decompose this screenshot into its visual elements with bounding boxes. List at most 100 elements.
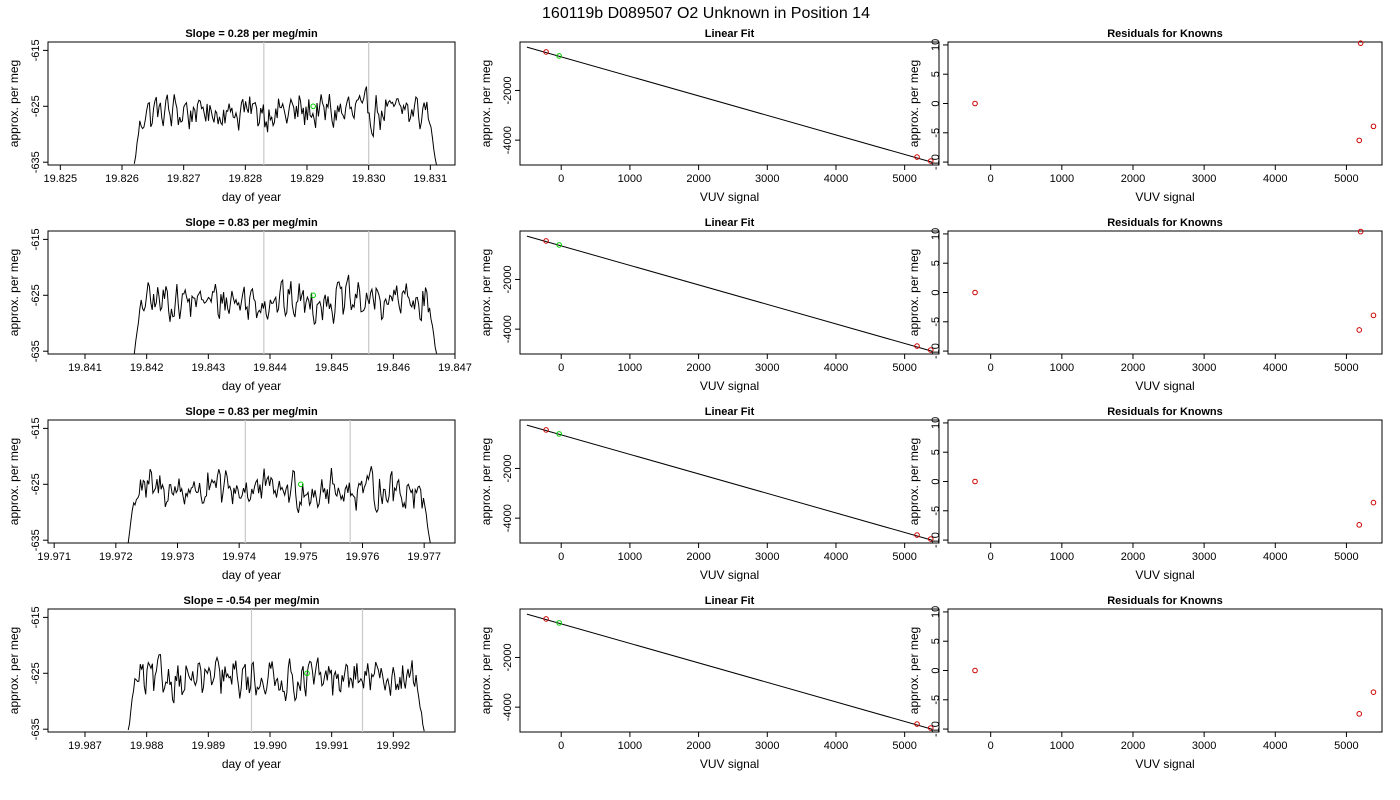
y-tick-label: -615 bbox=[30, 606, 42, 628]
y-axis-label: approx. per meg bbox=[7, 60, 21, 147]
signal-trace bbox=[133, 86, 437, 166]
y-tick-label: -615 bbox=[30, 39, 42, 61]
known-point bbox=[927, 725, 934, 731]
y-axis-label: approx. per meg bbox=[7, 627, 21, 714]
x-tick-label: 3000 bbox=[755, 551, 779, 563]
panel-title: Linear Fit bbox=[705, 406, 755, 418]
panel-residuals-3: Residuals for Knowns 0 1000 2000 3000 4000 500… bbox=[907, 595, 1383, 771]
panel-title: Slope = 0.83 per meg/min bbox=[185, 406, 318, 418]
residual-point bbox=[1370, 689, 1377, 695]
x-tick-label: 19.988 bbox=[130, 740, 164, 752]
y-axis-label: approx. per meg bbox=[479, 627, 493, 714]
plot-frame bbox=[47, 230, 456, 355]
x-tick-label: 4000 bbox=[824, 551, 848, 563]
x-tick-label: 4000 bbox=[1263, 173, 1287, 185]
panel-time-series-3: Slope = -0.54 per meg/min 19.987 19.988 19.… bbox=[7, 595, 456, 771]
known-point bbox=[543, 49, 549, 55]
y-tick-label: -10 bbox=[930, 721, 942, 737]
x-tick-label: 4000 bbox=[1263, 362, 1287, 374]
x-tick-label: 1000 bbox=[1050, 173, 1074, 185]
x-axis-label: VUV signal bbox=[1135, 379, 1194, 393]
x-tick-label: 19.987 bbox=[68, 740, 102, 752]
x-tick-label: 19.992 bbox=[377, 740, 411, 752]
y-tick-label: 0 bbox=[930, 478, 942, 484]
x-axis-label: VUV signal bbox=[700, 757, 759, 771]
unknown-marker bbox=[310, 103, 316, 110]
x-tick-label: 0 bbox=[988, 740, 994, 752]
known-point bbox=[914, 343, 920, 349]
x-tick-label: 2000 bbox=[686, 551, 710, 563]
x-tick-label: 1000 bbox=[618, 740, 642, 752]
y-tick-label: -625 bbox=[30, 662, 42, 684]
y-tick-label: -2000 bbox=[502, 454, 514, 482]
panel-title: Residuals for Knowns bbox=[1107, 217, 1223, 229]
panel-linear-fit-1: Linear Fit 0 1000 2000 3000 4000 5000 VUV signa… bbox=[479, 217, 940, 393]
known-point bbox=[543, 427, 549, 433]
x-axis-label: VUV signal bbox=[1135, 757, 1194, 771]
residual-point bbox=[972, 478, 978, 485]
panel-title: Linear Fit bbox=[705, 217, 755, 229]
x-tick-label: 4000 bbox=[824, 740, 848, 752]
x-axis-label: VUV signal bbox=[1135, 568, 1194, 582]
main-title: 160119b D089507 O2 Unknown in Position 1… bbox=[542, 5, 870, 22]
x-tick-label: 5000 bbox=[892, 362, 916, 374]
y-axis-label: approx. per meg bbox=[7, 438, 21, 525]
x-axis-label: day of year bbox=[222, 757, 281, 771]
residual-point bbox=[1357, 40, 1364, 46]
panel-title: Slope = -0.54 per meg/min bbox=[183, 595, 319, 607]
y-tick-label: 0 bbox=[930, 667, 942, 673]
residual-point bbox=[1356, 711, 1363, 717]
plot-frame bbox=[947, 41, 1383, 166]
y-axis-label: approx. per meg bbox=[479, 438, 493, 525]
x-tick-label: 19.977 bbox=[407, 551, 441, 563]
x-tick-label: 19.830 bbox=[352, 173, 386, 185]
x-tick-label: 19.991 bbox=[315, 740, 349, 752]
x-tick-label: 3000 bbox=[1192, 740, 1216, 752]
panel-time-series-2: Slope = 0.83 per meg/min 19.971 19.972 19.9… bbox=[7, 406, 456, 582]
x-tick-label: 5000 bbox=[1334, 362, 1358, 374]
x-tick-label: 0 bbox=[558, 740, 564, 752]
residual-point bbox=[1356, 137, 1363, 144]
y-tick-label: 5 bbox=[930, 449, 942, 455]
x-tick-label: 19.829 bbox=[290, 173, 324, 185]
y-tick-label: -615 bbox=[30, 417, 42, 439]
panel-title: Linear Fit bbox=[705, 595, 755, 607]
residual-point bbox=[1357, 228, 1364, 235]
unknown-marker bbox=[304, 670, 310, 677]
panel-title: Slope = 0.28 per meg/min bbox=[185, 28, 318, 40]
y-axis-label: approx. per meg bbox=[907, 438, 921, 525]
unknown-point bbox=[556, 620, 562, 626]
x-tick-label: 19.971 bbox=[37, 551, 71, 563]
x-tick-label: 3000 bbox=[755, 740, 779, 752]
panel-title: Linear Fit bbox=[705, 28, 755, 40]
x-tick-label: 3000 bbox=[1192, 173, 1216, 185]
x-tick-label: 19.847 bbox=[438, 362, 472, 374]
known-point bbox=[927, 536, 934, 542]
fit-line bbox=[526, 613, 933, 730]
fit-line bbox=[526, 235, 933, 352]
panel-linear-fit-2: Linear Fit 0 1000 2000 3000 4000 5000 VUV signa… bbox=[479, 406, 940, 582]
y-axis-label: approx. per meg bbox=[907, 249, 921, 336]
y-axis-label: approx. per meg bbox=[7, 249, 21, 336]
x-tick-label: 1000 bbox=[1050, 740, 1074, 752]
x-tick-label: 4000 bbox=[824, 173, 848, 185]
x-tick-label: 0 bbox=[988, 362, 994, 374]
x-tick-label: 5000 bbox=[1334, 173, 1358, 185]
x-tick-label: 19.831 bbox=[414, 173, 448, 185]
panel-title: Residuals for Knowns bbox=[1107, 28, 1223, 40]
plot-frame bbox=[47, 41, 456, 166]
x-tick-label: 0 bbox=[558, 173, 564, 185]
fit-line bbox=[526, 46, 933, 163]
y-tick-label: -625 bbox=[30, 284, 42, 306]
x-tick-label: 1000 bbox=[618, 173, 642, 185]
y-tick-label: -5 bbox=[930, 128, 942, 138]
x-tick-label: 0 bbox=[558, 551, 564, 563]
y-tick-label: 5 bbox=[930, 260, 942, 266]
x-tick-label: 19.828 bbox=[229, 173, 263, 185]
y-tick-label: -2000 bbox=[502, 265, 514, 293]
x-tick-label: 3000 bbox=[755, 173, 779, 185]
x-tick-label: 2000 bbox=[686, 173, 710, 185]
x-tick-label: 4000 bbox=[824, 362, 848, 374]
plot-frame bbox=[947, 230, 1383, 355]
